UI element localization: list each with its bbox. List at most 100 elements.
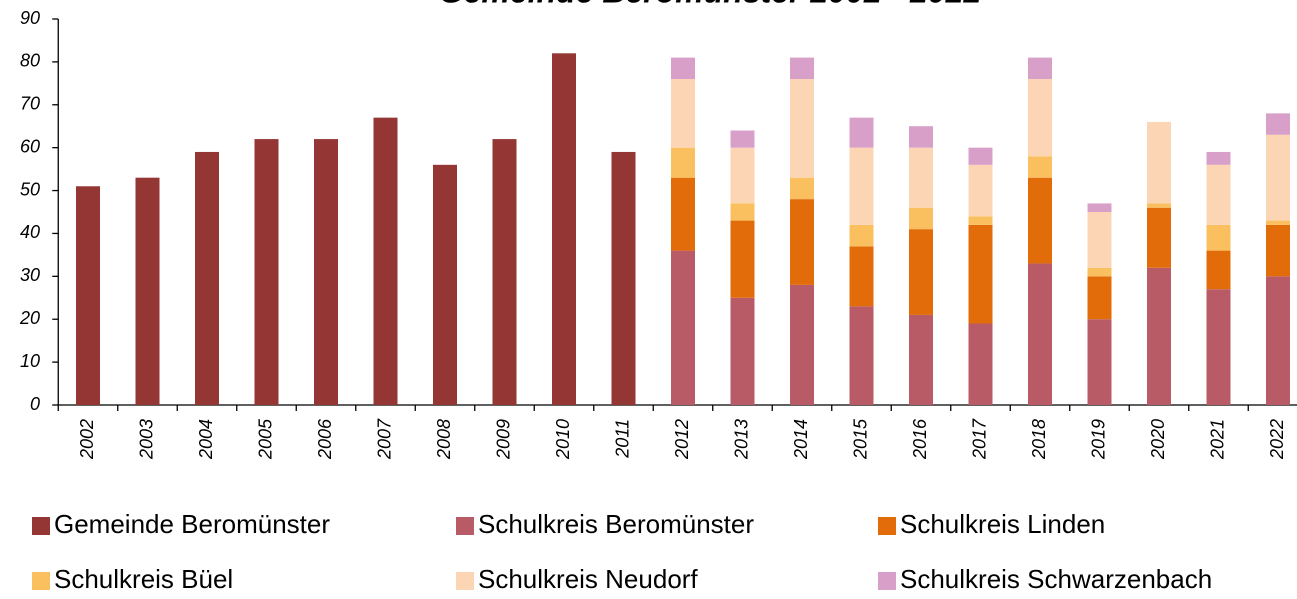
legend-swatch <box>878 517 896 535</box>
legend-swatch <box>32 572 50 590</box>
bar-segment <box>1206 164 1231 225</box>
x-tick-label: 2009 <box>493 419 513 460</box>
y-tick-label: 60 <box>20 136 40 156</box>
bar-segment <box>611 151 636 405</box>
bar-segment <box>671 250 695 405</box>
x-tick-label: 2005 <box>255 418 275 460</box>
y-tick-label: 20 <box>19 308 40 328</box>
bar-segment <box>730 130 755 148</box>
x-tick-label: 2018 <box>1029 419 1049 460</box>
bar-segment <box>790 57 814 80</box>
bar-segment <box>1147 267 1171 405</box>
bar-segment <box>730 220 755 298</box>
bar-segment <box>1147 203 1171 208</box>
bar-segment <box>730 147 755 204</box>
y-tick-label: 0 <box>30 394 40 414</box>
bar-segment <box>1147 207 1171 268</box>
bar-segment <box>968 323 993 405</box>
bar-segment <box>968 216 993 225</box>
y-tick-label: 70 <box>20 94 40 114</box>
bar-segment <box>373 117 398 406</box>
x-tick-label: 2016 <box>910 418 930 460</box>
y-tick-label: 10 <box>20 351 40 371</box>
bar-segment <box>1087 276 1112 320</box>
x-tick-label: 2014 <box>791 419 811 460</box>
legend-swatch <box>878 572 896 590</box>
x-tick-label: 2022 <box>1267 419 1287 460</box>
bar-segment <box>1266 113 1290 135</box>
x-tick-label: 2015 <box>850 418 870 460</box>
bar-segment <box>314 139 338 406</box>
bar-segment <box>790 199 814 285</box>
bar-segment <box>849 246 874 307</box>
bar-segment <box>790 79 814 178</box>
bar-segment <box>671 177 695 251</box>
bar-segment <box>849 147 874 225</box>
bar-segment <box>433 164 457 405</box>
bar-segment <box>552 53 576 406</box>
bar-segment <box>849 306 874 405</box>
bar-segment <box>730 297 755 405</box>
x-tick-label: 2004 <box>196 419 216 460</box>
legend-label: Schulkreis Linden <box>900 509 1105 539</box>
x-tick-label: 2003 <box>136 419 156 460</box>
legend-swatch <box>456 517 474 535</box>
bar-segment <box>1028 79 1052 157</box>
bar-segment <box>492 139 517 406</box>
bar-segment <box>195 151 219 405</box>
bar-segment <box>671 79 695 148</box>
bar-segment <box>1087 319 1112 405</box>
bar-segment <box>909 314 933 405</box>
bar-segment <box>254 139 279 406</box>
x-tick-label: 2013 <box>731 419 751 460</box>
y-tick-label: 90 <box>20 8 40 28</box>
bar-segment <box>1028 177 1052 264</box>
bar-segment <box>1266 134 1290 221</box>
bar-segment <box>135 177 160 405</box>
x-tick-label: 2008 <box>434 419 454 460</box>
bar-segment <box>1206 224 1231 251</box>
bar-segment <box>790 284 814 405</box>
bar-segment <box>849 117 874 148</box>
x-tick-label: 2020 <box>1148 419 1168 460</box>
legend-label: Schulkreis Büel <box>54 564 233 594</box>
x-tick-label: 2012 <box>672 419 692 460</box>
legend-swatch <box>456 572 474 590</box>
x-tick-label: 2021 <box>1207 419 1227 460</box>
bar-segment <box>790 177 814 200</box>
bar-segment <box>909 207 933 230</box>
x-tick-label: 2007 <box>374 418 394 460</box>
bar-segment <box>1087 212 1112 268</box>
legend-label: Gemeinde Beromünster <box>54 509 330 539</box>
bar-segment <box>671 57 695 80</box>
x-tick-label: 2011 <box>612 419 632 459</box>
bar-segment <box>1147 121 1171 204</box>
chart-title: Gemeinde Beromünster 2002 - 2022 <box>439 0 982 9</box>
bar-segment <box>76 186 100 405</box>
bar-segment <box>1028 156 1052 178</box>
bar-segment <box>968 164 993 217</box>
legend-label: Schulkreis Schwarzenbach <box>900 564 1212 594</box>
y-tick-label: 80 <box>20 51 40 71</box>
bar-segment <box>1206 151 1231 165</box>
y-tick-label: 50 <box>20 179 40 199</box>
x-tick-label: 2002 <box>77 419 97 460</box>
bar-segment <box>1028 263 1052 405</box>
bar-segment <box>849 224 874 247</box>
bar-segment <box>1266 224 1290 277</box>
bar-segment <box>1266 220 1290 225</box>
y-tick-label: 30 <box>20 265 40 285</box>
bar-segment <box>671 147 695 178</box>
bar-segment <box>730 203 755 221</box>
x-tick-label: 2017 <box>969 418 989 460</box>
bar-segment <box>1206 250 1231 290</box>
bar-segment <box>1028 57 1052 80</box>
bar-segment <box>909 126 933 148</box>
y-tick-label: 40 <box>20 222 40 242</box>
legend-label: Schulkreis Beromünster <box>478 509 754 539</box>
bar-segment <box>1266 276 1290 405</box>
x-tick-label: 2010 <box>553 419 573 460</box>
bar-segment <box>1206 289 1231 405</box>
bar-segment <box>1087 267 1112 277</box>
